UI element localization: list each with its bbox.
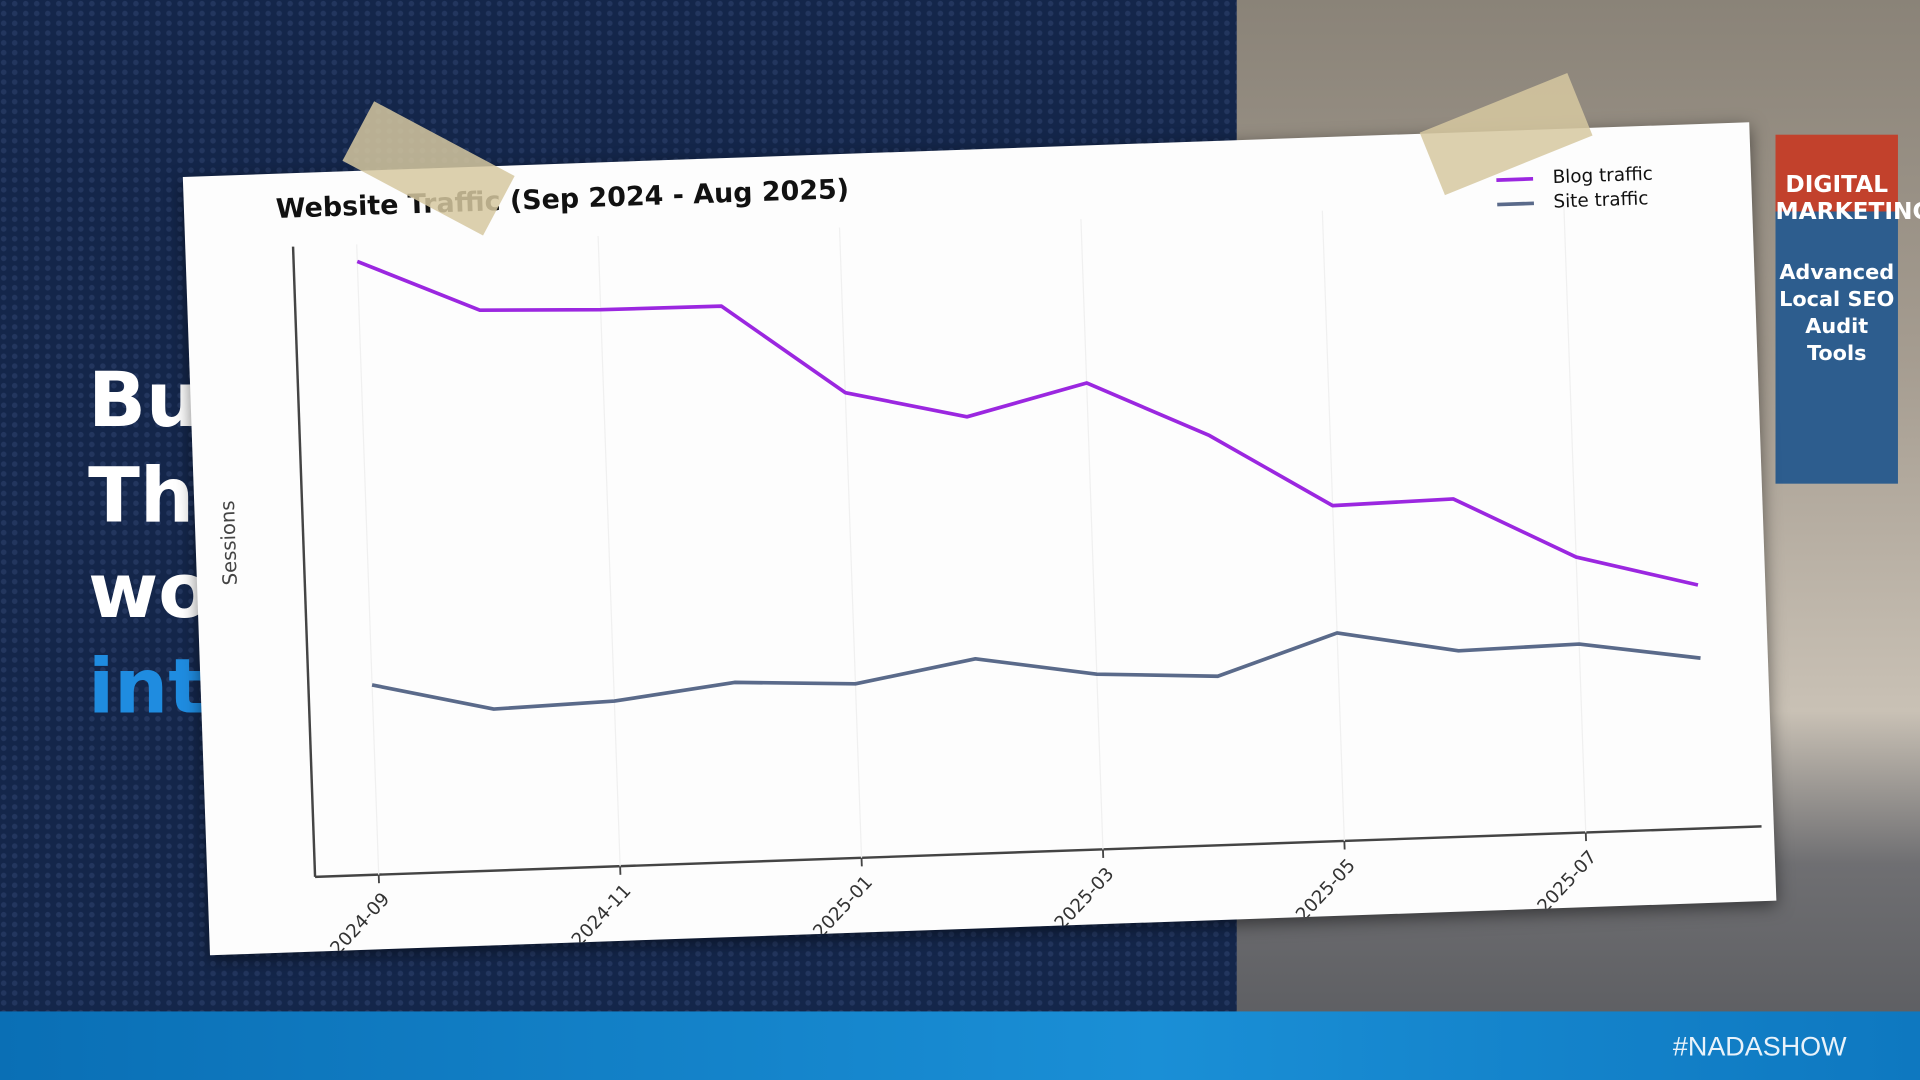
chart-title: Website Traffic (Sep 2024 - Aug 2025) (275, 174, 849, 225)
grid-line (597, 235, 621, 867)
series-line (371, 631, 1701, 711)
x-tick-label: 2024-11 (568, 880, 636, 950)
slide-text: wo (88, 546, 211, 636)
slide-text: int (88, 641, 205, 732)
chart-card: Website Traffic (Sep 2024 - Aug 2025) Se… (182, 122, 1777, 959)
banner: DIGITAL MARKETING Advanced Local SEO Aud… (1775, 134, 1920, 484)
x-tick-label: 2025-03 (1051, 864, 1119, 934)
x-tick-label: 2025-05 (1292, 855, 1360, 925)
grid-line (1563, 202, 1587, 833)
legend-label: Site traffic (1553, 188, 1649, 212)
grid-line (1321, 210, 1345, 841)
legend-swatch (1496, 176, 1534, 182)
footer-bar (0, 1011, 1920, 1080)
slide-text: Bu (88, 355, 201, 445)
slide-text: Th (88, 450, 195, 541)
x-axis (315, 825, 1762, 879)
y-axis (291, 246, 317, 877)
legend-label: Blog traffic (1552, 164, 1653, 188)
grid-line (838, 227, 863, 858)
series-line (356, 259, 1699, 587)
grid-line (1080, 219, 1104, 850)
banner-title: DIGITAL MARKETING (1775, 171, 1920, 226)
x-tick-label: 2025-01 (809, 872, 877, 942)
chart: Website Traffic (Sep 2024 - Aug 2025) Se… (216, 164, 1762, 959)
banner-subtitle: Advanced Local SEO Audit Tools (1779, 260, 1895, 367)
grid-line (356, 244, 380, 875)
legend-swatch (1497, 201, 1535, 207)
y-axis-label: Sessions (216, 500, 242, 586)
hashtag: #NADASHOW (1672, 1031, 1847, 1062)
x-tick-label: 2025-07 (1534, 847, 1602, 917)
x-tick-label: 2024-09 (326, 889, 394, 955)
